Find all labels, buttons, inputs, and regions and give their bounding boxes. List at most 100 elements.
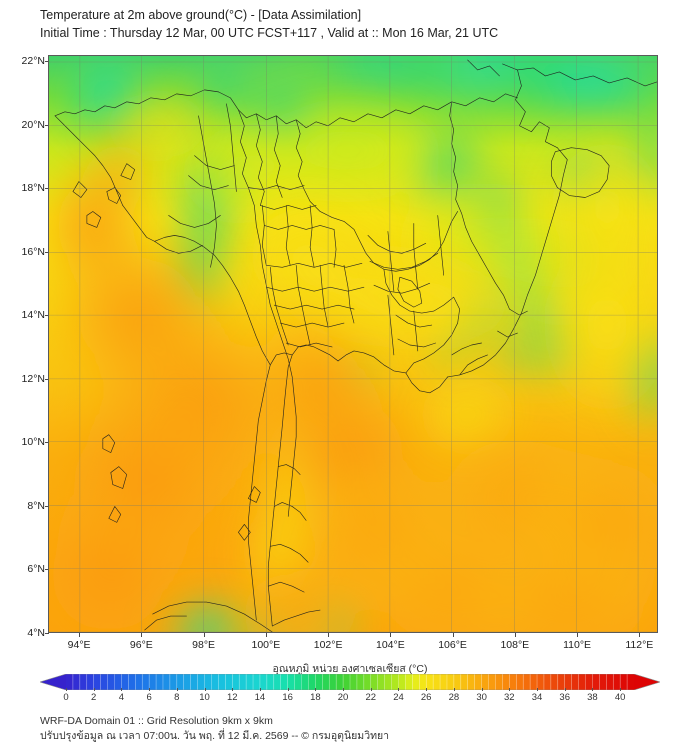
x-axis-tick-mark xyxy=(203,633,205,637)
colorbar-band-separator xyxy=(522,674,524,690)
y-axis-tick-mark xyxy=(45,61,49,63)
colorbar-band-separator xyxy=(308,674,309,690)
colorbar-band xyxy=(460,674,468,690)
colorbar-band xyxy=(543,674,551,690)
colorbar-tick-label: 26 xyxy=(420,692,432,703)
colorbar-band-separator xyxy=(412,674,413,690)
x-axis-tick-label: 108°E xyxy=(500,639,530,651)
colorbar-band xyxy=(516,674,524,690)
colorbar-band xyxy=(100,674,108,690)
colorbar-band xyxy=(322,674,330,690)
colorbar-band xyxy=(620,674,628,690)
colorbar-band-separator xyxy=(495,674,496,690)
x-axis-tick-label: 104°E xyxy=(375,639,405,651)
x-axis-tick-mark xyxy=(265,633,267,637)
x-axis-tick-mark xyxy=(390,633,392,637)
colorbar-band-separator xyxy=(550,674,552,690)
colorbar-band xyxy=(211,674,219,690)
page-title: Temperature at 2m above ground(°C) - [Da… xyxy=(40,8,362,22)
colorbar-band xyxy=(350,674,357,690)
x-axis-tick-label: 98°E xyxy=(192,639,216,651)
colorbar-band-separator xyxy=(148,674,150,690)
colorbar-ticks: 0 2 4 6 8 10 12 14 16 18 20 22 24 26 28 30 32 34 36 38 40 xyxy=(40,688,660,704)
colorbar-band xyxy=(169,674,177,690)
colorbar-band-separator xyxy=(460,674,462,690)
x-axis-tick-label: 94°E xyxy=(67,639,91,651)
colorbar-band-separator xyxy=(592,674,593,690)
colorbar-band xyxy=(398,674,406,690)
colorbar-band xyxy=(190,674,198,690)
colorbar-band xyxy=(613,674,621,690)
colorbar-band-separator xyxy=(342,674,344,690)
temperature-map-plot[interactable] xyxy=(48,55,658,633)
colorbar-band xyxy=(578,674,586,690)
colorbar-band-separator xyxy=(169,674,171,690)
colorbar: อุณหภูมิ หน่วย องศาเซลเซียส (°C) 0 2 4 6 8 10… xyxy=(40,660,660,703)
colorbar-tick-mark xyxy=(315,688,317,691)
colorbar-band xyxy=(149,674,157,690)
colorbar-band-separator xyxy=(515,674,517,690)
colorbar-arrow-min xyxy=(40,674,66,690)
colorbar-tick-label: 10 xyxy=(199,692,210,703)
colorbar-band-separator xyxy=(564,674,565,690)
colorbar-tick-mark xyxy=(426,688,428,691)
colorbar-band xyxy=(585,674,593,690)
y-axis-tick-mark xyxy=(45,315,49,317)
colorbar-tick-label: 22 xyxy=(365,692,377,703)
colorbar-tick-mark xyxy=(93,688,95,691)
y-axis-tick-mark xyxy=(45,124,49,126)
colorbar-band-separator xyxy=(114,674,115,690)
colorbar-band-separator xyxy=(488,674,489,690)
colorbar-band xyxy=(79,674,87,690)
colorbar-tick-label: 18 xyxy=(310,692,321,703)
colorbar-band xyxy=(253,674,260,690)
colorbar-band xyxy=(336,674,344,690)
colorbar-band-separator xyxy=(315,674,316,690)
colorbar-tick-mark xyxy=(620,688,622,691)
colorbar-band xyxy=(426,674,434,690)
colorbar-band xyxy=(232,674,240,690)
colorbar-tick-label: 36 xyxy=(559,692,571,703)
colorbar-band xyxy=(523,674,531,690)
y-axis-tick-mark xyxy=(45,569,49,571)
colorbar-band-separator xyxy=(121,674,122,690)
y-axis-tick-mark xyxy=(45,188,49,190)
colorbar-band-separator xyxy=(183,674,185,690)
colorbar-band xyxy=(162,674,170,690)
colorbar-band xyxy=(343,674,350,690)
colorbar-band-separator xyxy=(245,674,247,690)
x-axis-tick-mark xyxy=(328,633,330,637)
colorbar-tick-mark xyxy=(149,688,151,691)
colorbar-band xyxy=(72,674,80,690)
colorbar-tick-mark xyxy=(453,688,455,691)
colorbar-band-separator xyxy=(128,674,129,690)
colorbar-band-separator xyxy=(453,674,455,690)
colorbar-band-separator xyxy=(557,674,559,690)
colorbar-band xyxy=(377,674,385,690)
colorbar-tick-mark xyxy=(343,688,345,691)
colorbar-band-separator xyxy=(141,674,143,690)
colorbar-band xyxy=(412,674,420,690)
colorbar-band-separator xyxy=(287,674,288,690)
colorbar-tick-label: 2 xyxy=(91,692,97,703)
colorbar-band xyxy=(405,674,413,690)
colorbar-band xyxy=(606,674,614,690)
colorbar-band xyxy=(370,674,378,690)
colorbar-tick-mark xyxy=(481,688,483,691)
colorbar-tick-label: 16 xyxy=(282,692,293,703)
x-axis-tick-mark xyxy=(639,633,641,637)
colorbar-band xyxy=(537,674,544,690)
colorbar-tick-mark xyxy=(259,688,261,691)
colorbar-tick-label: 40 xyxy=(614,692,626,703)
colorbar-band xyxy=(294,674,302,690)
colorbar-band xyxy=(474,674,482,690)
colorbar-band-separator xyxy=(301,674,302,690)
colorbar-band-separator xyxy=(349,674,351,690)
colorbar-band xyxy=(627,674,634,690)
colorbar-band xyxy=(481,674,489,690)
colorbar-arrow-max xyxy=(634,674,660,690)
y-axis-tick-mark xyxy=(45,633,49,634)
colorbar-band xyxy=(259,674,267,690)
colorbar-band-separator xyxy=(502,674,503,690)
colorbar-tick-mark xyxy=(232,688,234,691)
